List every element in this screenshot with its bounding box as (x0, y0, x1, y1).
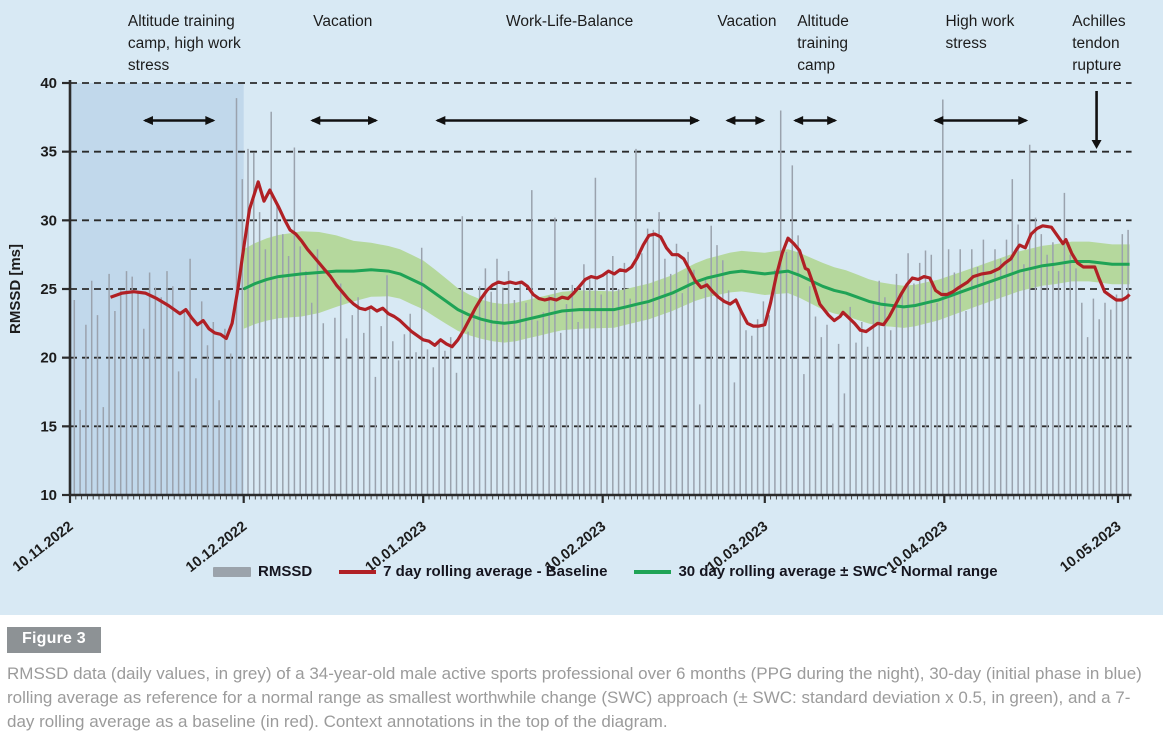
normal-range-line-swatch-icon (634, 569, 672, 574)
x-tick-label-10.11.2022: 10.11.2022 (10, 519, 76, 576)
y-axis-title: RMSSD [ms] (7, 244, 24, 334)
annotation-vacation-2: Vacation (717, 13, 776, 30)
baseline-line (109, 180, 1131, 349)
legend-label-normal-range: 30 day rolling average ± SWC - Normal ra… (678, 563, 998, 580)
annotation-vacation-1: Vacation (313, 13, 372, 30)
y-tick-label-35: 35 (40, 144, 57, 161)
arrowhead (1018, 116, 1029, 125)
arrowhead (689, 116, 700, 125)
legend-label-rmssd: RMSSD (258, 563, 313, 580)
arrowhead (368, 116, 379, 125)
rmssd-bar-swatch-icon (213, 566, 251, 577)
y-tick-label-25: 25 (40, 281, 57, 298)
annotation-altitude-camp-2: Altitude training camp (797, 13, 849, 74)
y-tick-label-15: 15 (40, 418, 57, 435)
arrowhead (755, 116, 766, 125)
annotation-high-work-stress: High work stress (945, 13, 1014, 52)
baseline-line-swatch-icon (339, 569, 377, 574)
x-axis-day-ticks (69, 496, 1131, 500)
chart-legend: RMSSD 7 day rolling average - Baseline 3… (213, 563, 998, 580)
arrowhead (1091, 140, 1102, 149)
arrowhead (933, 116, 944, 125)
figure-caption-section: Figure 3 RMSSD data (daily values, in gr… (0, 615, 1163, 748)
y-tick-label-10: 10 (40, 487, 57, 504)
arrowhead (793, 116, 804, 125)
legend-item-normal-range: 30 day rolling average ± SWC - Normal ra… (634, 563, 998, 580)
arrowhead (310, 116, 321, 125)
y-tick-label-20: 20 (40, 350, 57, 367)
arrowhead (725, 116, 736, 125)
y-tick-label-40: 40 (40, 75, 57, 92)
annotation-work-life-balance: Work-Life-Balance (506, 13, 633, 30)
figure-caption-text: RMSSD data (daily values, in grey) of a … (7, 664, 1142, 732)
arrowhead (827, 116, 838, 125)
legend-item-rmssd: RMSSD (213, 563, 312, 580)
legend-item-baseline: 7 day rolling average - Baseline (339, 563, 607, 580)
figure-number-badge: Figure 3 (7, 627, 101, 653)
annotation-achilles-rupture: Achilles tendon rupture (1072, 13, 1126, 74)
legend-label-baseline: 7 day rolling average - Baseline (383, 563, 608, 580)
chart-panel: 10 15 20 25 30 35 40 RMSSD [ms] 10.11.2022 10.12.… (0, 0, 1163, 615)
rmssd-bars (73, 98, 1129, 494)
arrowhead (205, 116, 216, 125)
x-tick-label-10.05.2023: 10.05.2023 (1057, 519, 1124, 576)
arrowhead (435, 116, 446, 125)
arrowhead (142, 116, 153, 125)
y-tick-label-30: 30 (40, 212, 57, 229)
annotation-altitude-camp-1: Altitude training camp, high work stress (128, 13, 241, 74)
rolling-average-line (243, 260, 1130, 325)
